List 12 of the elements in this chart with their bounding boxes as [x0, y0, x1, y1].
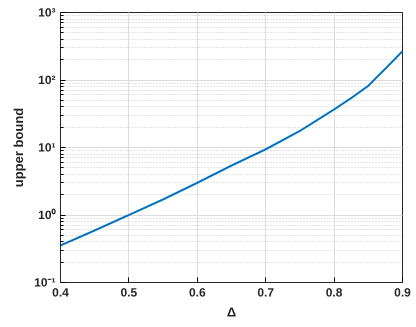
y-tick-label: 10¹	[38, 140, 56, 154]
y-tick-label: 10⁰	[38, 208, 56, 222]
x-tick-label: 0.9	[394, 286, 412, 300]
line-series	[60, 50, 402, 246]
x-tick-label: 0.7	[257, 286, 274, 300]
x-tick-label: 0.5	[120, 286, 138, 300]
y-tick-label: 10³	[38, 6, 56, 20]
x-axis-title: Δ	[226, 304, 236, 320]
y-axis-title: upper bound	[11, 108, 26, 188]
x-tick-label: 0.8	[326, 286, 343, 300]
y-tick-label: 10²	[38, 73, 56, 87]
x-tick-label: 0.6	[188, 286, 206, 300]
